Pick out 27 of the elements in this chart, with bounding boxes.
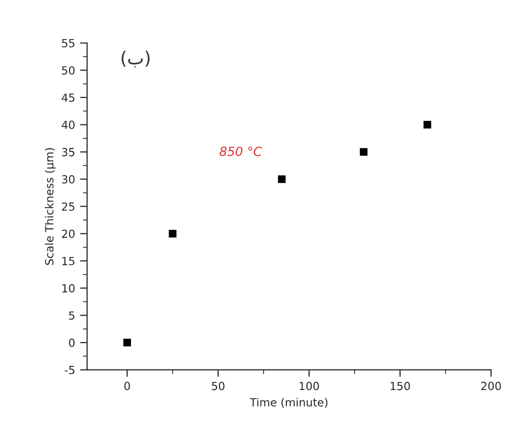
x-tick-label: 50 [212,382,224,390]
y-tick-label: -5 [64,366,74,374]
point [278,175,286,183]
y-tick-label: 55 [62,39,74,48]
y-axis-title: Scale Thickness (μm) [44,148,56,265]
x-axis-title: Time (minute) [250,398,328,408]
y-tick-label: 20 [62,230,75,238]
point [360,148,368,156]
x-tick-label: 0 [124,382,130,390]
y-tick-label: 25 [62,202,74,211]
y-tick-label: 5 [69,311,74,320]
annotation: (ب) [122,50,150,68]
y-tick-label: 30 [62,175,75,184]
point [424,120,432,129]
y-tick-label: 15 [62,256,74,266]
x-tick-label: 100 [300,382,319,390]
annotation: 850 °C [220,146,262,156]
y-tick-label: 0 [68,338,75,347]
y-tick-label: 50 [62,66,75,75]
x-tick-label: 150 [390,382,410,390]
y-tick-label: 40 [62,120,75,130]
x-tick-label: 200 [481,382,501,390]
point [123,338,131,346]
y-tick-label: 45 [62,94,74,102]
point [168,230,176,238]
y-tick-label: 10 [62,284,75,292]
y-tick-label: 35 [62,148,74,156]
